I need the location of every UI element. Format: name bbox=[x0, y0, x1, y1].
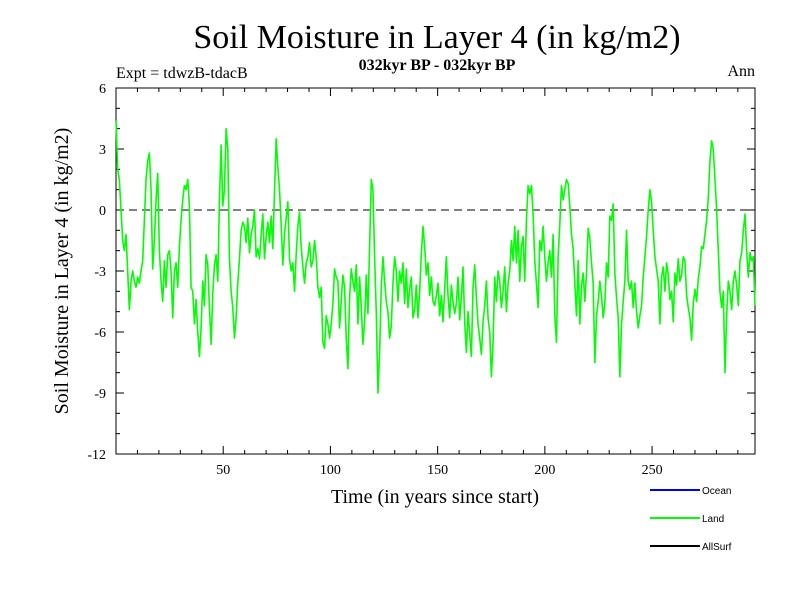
legend-label: Ocean bbox=[702, 486, 731, 497]
y-tick-label: 6 bbox=[99, 82, 106, 97]
plot-frame bbox=[115, 87, 756, 455]
y-tick-label: -9 bbox=[94, 387, 106, 402]
y-tick-label: 3 bbox=[99, 143, 106, 158]
legend: Ocean Land AllSurf bbox=[650, 486, 732, 553]
x-tick-label: 150 bbox=[427, 463, 448, 478]
period-label: Ann bbox=[727, 63, 755, 80]
axis-ticks: 6 3 0 -3 -6 -9 -12 50 100 150 200 250 bbox=[87, 82, 755, 478]
y-tick-label: -12 bbox=[87, 448, 106, 463]
x-tick-label: 50 bbox=[216, 463, 230, 478]
y-axis-label: Soil Moisture in Layer 4 (in kg/m2) bbox=[51, 128, 73, 415]
x-tick-label: 100 bbox=[320, 463, 341, 478]
chart-title: Soil Moisture in Layer 4 (in kg/m2) bbox=[193, 19, 680, 56]
x-axis-label: Time (in years since start) bbox=[331, 486, 539, 508]
x-tick-label: 200 bbox=[534, 463, 555, 478]
legend-label: Land bbox=[702, 514, 724, 525]
y-tick-label: -6 bbox=[94, 326, 106, 341]
legend-label: AllSurf bbox=[702, 542, 732, 553]
y-tick-label: -3 bbox=[94, 265, 106, 280]
experiment-label: Expt = tdwzB-tdacB bbox=[116, 65, 248, 82]
series-layer bbox=[115, 120, 756, 394]
chart-subtitle: 032kyr BP - 032kyr BP bbox=[359, 57, 516, 74]
y-tick-label: 0 bbox=[99, 204, 106, 219]
x-tick-label: 250 bbox=[642, 463, 663, 478]
series-line-land bbox=[115, 120, 756, 394]
